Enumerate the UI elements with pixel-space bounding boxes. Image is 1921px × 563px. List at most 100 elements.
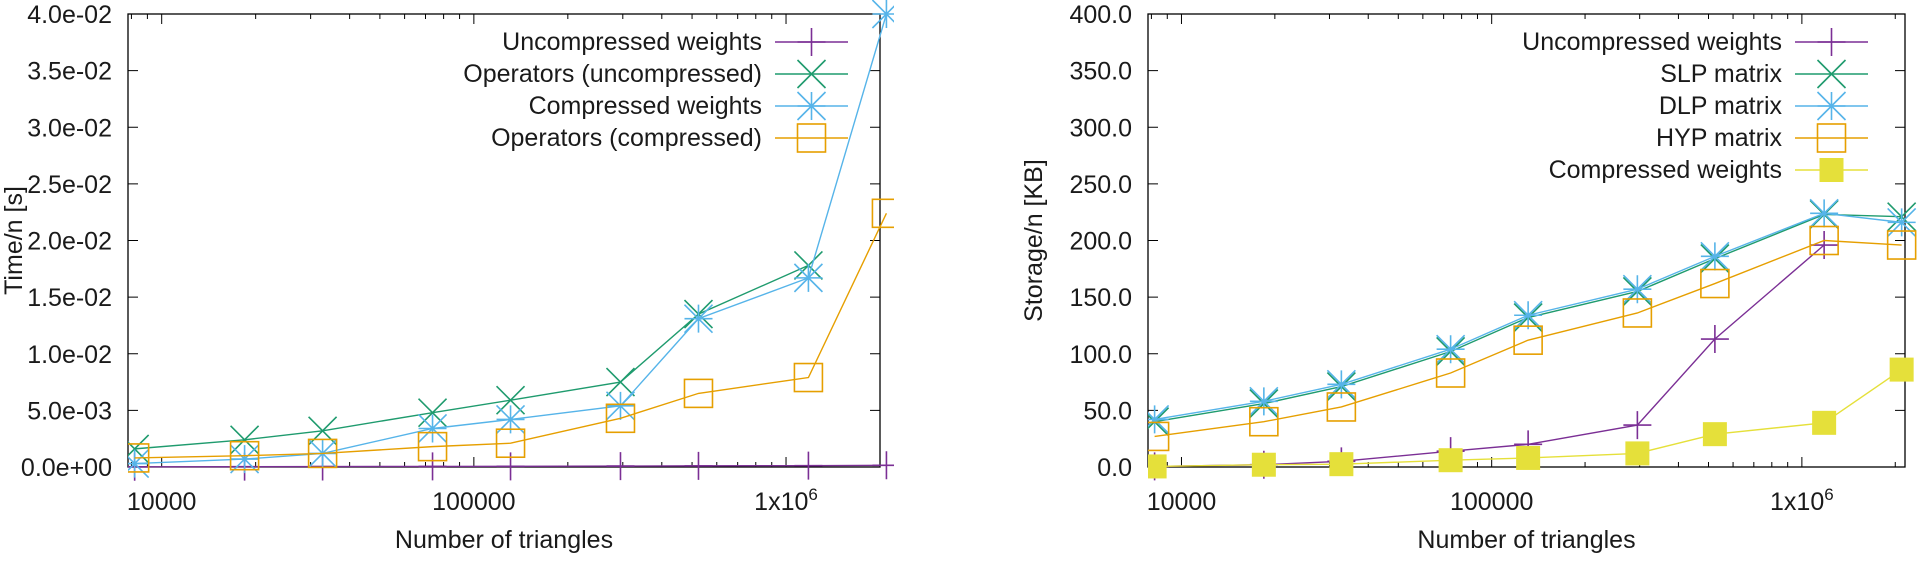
- data-point: [1700, 325, 1729, 354]
- series-5: [1148, 357, 1914, 479]
- x-minor-ticks: [1150, 14, 1896, 467]
- legend-marker: [1816, 123, 1847, 153]
- data-point: [872, 451, 894, 480]
- x-tick-label-exponent: 6: [1824, 485, 1833, 504]
- series-2: [128, 250, 823, 464]
- y-axis-title: Time/n [s]: [0, 186, 28, 295]
- data-point: [1435, 358, 1466, 388]
- y-tick-label: 2.5e-02: [27, 171, 112, 199]
- legend-label: Operators (uncompressed): [463, 60, 762, 88]
- y-tick-label: 3.0e-02: [27, 114, 112, 142]
- legend-label: DLP matrix: [1659, 92, 1783, 120]
- y-tick-label: 3.5e-02: [27, 58, 112, 86]
- data-point: [1326, 392, 1357, 422]
- legend-marker: [1816, 91, 1847, 121]
- data-point: [683, 304, 714, 334]
- data-point: [793, 362, 824, 393]
- data-point: [1326, 369, 1356, 399]
- legend: Uncompressed weights SLP matrix DLP matrix…: [1522, 28, 1868, 184]
- data-point: [1887, 207, 1917, 237]
- chart-panel-1: 10000 100000 1x106 0.0e+00 5.0e-03 1.0e-02 1.5…: [0, 0, 894, 554]
- legend-marker: [796, 123, 827, 153]
- data-point: [1148, 404, 1170, 435]
- x-tick-label: 1x106: [754, 485, 818, 516]
- y-tick-label: 1.5e-02: [27, 284, 112, 312]
- data-point: [229, 440, 260, 471]
- data-point: [606, 452, 635, 481]
- data-point: [418, 452, 447, 481]
- data-point: [1622, 274, 1652, 304]
- y-tick-label: 300.0: [1069, 114, 1132, 142]
- y-tick-label: 5.0e-03: [27, 397, 112, 425]
- series-4: [128, 198, 894, 473]
- data-point: [1812, 410, 1837, 435]
- y-tick-label: 0.0e+00: [21, 454, 112, 482]
- data-point: [684, 451, 713, 480]
- data-point: [1249, 386, 1279, 416]
- y-tick-label: 2.0e-02: [27, 228, 112, 256]
- data-point: [683, 378, 714, 409]
- legend-label: Operators (compressed): [491, 124, 762, 152]
- legend-marker: [797, 28, 826, 56]
- x-tick-label: 10000: [1147, 488, 1217, 516]
- data-point: [1148, 454, 1167, 479]
- data-point: [605, 403, 636, 434]
- legend-label: Compressed weights: [1549, 156, 1782, 184]
- data-point: [1700, 241, 1730, 271]
- data-point: [794, 451, 823, 480]
- data-point: [417, 413, 448, 444]
- series-3: [128, 0, 894, 479]
- data-point: [1889, 357, 1914, 382]
- data-point: [495, 404, 526, 435]
- y-tick-label: 250.0: [1069, 171, 1132, 199]
- series-line: [1154, 239, 1902, 438]
- y-tick-label: 400.0: [1069, 1, 1132, 29]
- data-point: [605, 391, 636, 421]
- data-point: [1251, 452, 1276, 477]
- y-tick-label: 200.0: [1069, 228, 1132, 256]
- data-point: [128, 443, 150, 473]
- legend-label: Uncompressed weights: [502, 28, 762, 56]
- y-tick-label: 150.0: [1069, 284, 1132, 312]
- series-4: [1148, 225, 1917, 452]
- data-point: [417, 398, 448, 428]
- data-point: [871, 198, 894, 229]
- data-point: [128, 449, 150, 479]
- x-tick-label: 1x106: [1770, 485, 1834, 516]
- x-axis-title: Number of triangles: [1417, 526, 1635, 554]
- data-point: [1809, 225, 1839, 256]
- x-tick-label: 100000: [1450, 488, 1533, 516]
- data-point: [1148, 421, 1170, 452]
- data-point: [1513, 300, 1543, 330]
- y-tick-label: 100.0: [1069, 341, 1132, 369]
- y-tick-label: 350.0: [1069, 58, 1132, 86]
- y-tick-label: 50.0: [1083, 397, 1132, 425]
- data-point: [1622, 298, 1653, 328]
- y-tick-label: 4.0e-02: [27, 1, 112, 29]
- data-point: [1329, 452, 1354, 477]
- legend-label: Compressed weights: [529, 92, 762, 120]
- legend-marker: [1816, 59, 1847, 89]
- data-point: [605, 367, 636, 397]
- data-point: [1886, 230, 1917, 260]
- data-point: [1809, 198, 1839, 228]
- data-point: [1702, 422, 1727, 447]
- legend-label: HYP matrix: [1656, 124, 1782, 152]
- data-point: [871, 0, 894, 29]
- legend-marker: [796, 59, 827, 89]
- series-line: [134, 264, 809, 450]
- chart-panel-2: 10000 100000 1x106 0.0 50.0 100.0 150.0 200.0 25…: [1020, 1, 1917, 554]
- y-tick-label: 1.0e-02: [27, 341, 112, 369]
- legend-marker: [1819, 158, 1844, 182]
- x-tick-label: 10000: [127, 488, 197, 516]
- data-point: [1249, 406, 1279, 437]
- x-axis-title: Number of triangles: [395, 526, 613, 554]
- series-1: [1148, 231, 1839, 481]
- series-3: [1148, 198, 1917, 435]
- data-point: [1623, 411, 1652, 440]
- series-1: [128, 451, 894, 481]
- legend-marker: [1817, 28, 1846, 56]
- data-point: [1513, 325, 1543, 355]
- data-point: [793, 263, 823, 293]
